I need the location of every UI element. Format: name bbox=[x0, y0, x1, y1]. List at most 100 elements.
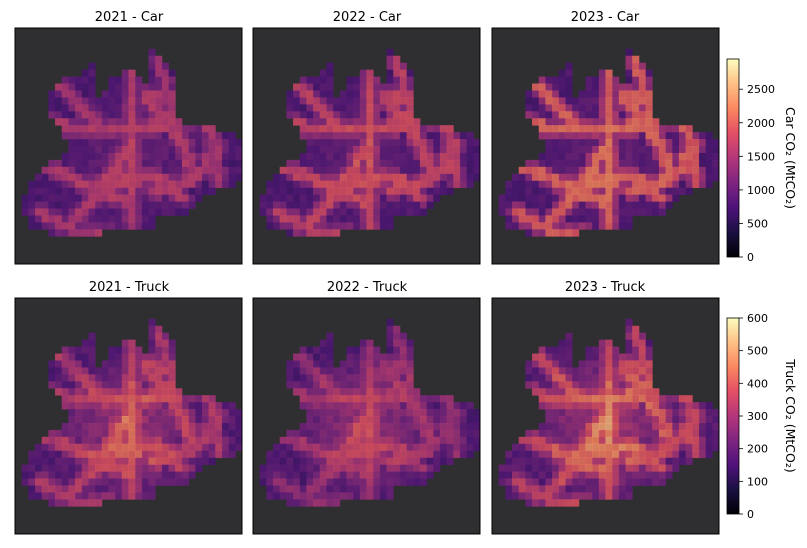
heatmap-cell bbox=[552, 395, 560, 403]
heatmap-cell bbox=[353, 464, 361, 472]
heatmap-cell bbox=[512, 492, 520, 500]
heatmap-cell bbox=[141, 457, 149, 465]
heatmap-cell bbox=[419, 416, 427, 424]
heatmap-cell bbox=[538, 180, 546, 189]
heatmap-cell bbox=[346, 492, 354, 500]
heatmap-cell bbox=[108, 152, 116, 161]
heatmap-cell bbox=[545, 457, 553, 465]
heatmap-cell bbox=[55, 111, 63, 119]
heatmap-cell bbox=[612, 173, 620, 182]
heatmap-cell bbox=[28, 187, 36, 195]
heatmap-cell bbox=[359, 97, 367, 105]
heatmap-cell bbox=[705, 166, 713, 175]
heatmap-cell bbox=[286, 464, 294, 472]
heatmap-cell bbox=[678, 187, 687, 195]
heatmap-cell bbox=[572, 416, 580, 424]
heatmap-cell bbox=[208, 416, 216, 424]
heatmap-cell bbox=[333, 395, 341, 403]
heatmap-cell bbox=[188, 132, 196, 140]
heatmap-cell bbox=[161, 353, 169, 361]
heatmap-cell bbox=[638, 353, 646, 361]
heatmap-cell bbox=[705, 409, 713, 417]
heatmap-cell bbox=[538, 492, 546, 500]
heatmap-cell bbox=[652, 208, 660, 216]
heatmap-cell bbox=[181, 395, 189, 403]
heatmap-cell bbox=[638, 450, 646, 459]
heatmap-cell bbox=[585, 152, 593, 161]
heatmap-cell bbox=[652, 471, 660, 479]
heatmap-cell bbox=[155, 125, 163, 133]
heatmap-cell bbox=[148, 152, 156, 161]
heatmap-cell bbox=[68, 457, 76, 465]
heatmap-cell bbox=[55, 222, 63, 230]
heatmap-cell bbox=[433, 159, 441, 168]
heatmap-cell bbox=[638, 152, 646, 161]
heatmap-cell bbox=[545, 499, 553, 507]
heatmap-cell bbox=[48, 485, 56, 493]
heatmap-cell bbox=[306, 83, 314, 91]
heatmap-cell bbox=[373, 166, 381, 175]
heatmap-cell bbox=[578, 194, 586, 202]
heatmap-cell bbox=[141, 374, 149, 382]
heatmap-cell bbox=[48, 374, 56, 382]
heatmap-cell bbox=[141, 409, 149, 417]
heatmap-cell bbox=[406, 173, 414, 182]
heatmap-cell bbox=[598, 485, 606, 493]
heatmap-cell bbox=[366, 208, 374, 216]
heatmap-cell bbox=[28, 450, 36, 459]
heatmap-cell bbox=[612, 360, 620, 368]
heatmap-cell bbox=[453, 173, 461, 182]
heatmap-cell bbox=[101, 478, 109, 486]
heatmap-cell bbox=[399, 464, 407, 472]
heatmap-cell bbox=[313, 111, 321, 119]
heatmap-cell bbox=[578, 450, 586, 459]
heatmap-cell bbox=[538, 353, 546, 361]
heatmap-cell bbox=[572, 118, 580, 126]
heatmap-cell bbox=[299, 201, 307, 209]
heatmap-cell bbox=[55, 104, 63, 112]
heatmap-cell bbox=[333, 118, 341, 126]
heatmap-cell bbox=[319, 125, 327, 133]
heatmap-cell bbox=[393, 166, 401, 175]
heatmap-cell bbox=[572, 125, 580, 133]
heatmap-cell bbox=[373, 201, 381, 209]
heatmap-cell bbox=[512, 443, 520, 452]
heatmap-cell bbox=[306, 422, 314, 431]
heatmap-cell bbox=[592, 90, 600, 98]
heatmap-cell bbox=[319, 159, 327, 168]
heatmap-cell bbox=[188, 436, 196, 445]
heatmap-cell bbox=[313, 499, 321, 507]
heatmap-cell bbox=[399, 180, 407, 189]
heatmap-cell bbox=[459, 436, 468, 445]
heatmap-cell bbox=[685, 395, 693, 403]
heatmap-cell bbox=[592, 457, 600, 465]
heatmap-cell bbox=[618, 125, 626, 133]
heatmap-cell bbox=[293, 381, 301, 389]
heatmap-cell bbox=[592, 166, 600, 175]
colorbar-gradient bbox=[726, 317, 740, 515]
heatmap-cell bbox=[135, 97, 143, 105]
heatmap-cell bbox=[453, 402, 461, 410]
heatmap-cell bbox=[319, 457, 327, 465]
heatmap-cell bbox=[293, 367, 301, 375]
heatmap-cell bbox=[552, 374, 560, 382]
heatmap-cell bbox=[598, 152, 606, 161]
heatmap-cell bbox=[141, 187, 149, 195]
heatmap-cell bbox=[632, 478, 640, 486]
heatmap-cell bbox=[208, 187, 216, 195]
heatmap-cell bbox=[168, 83, 176, 91]
heatmap-cell bbox=[453, 416, 461, 424]
heatmap-cell bbox=[286, 429, 294, 438]
heatmap-cell bbox=[532, 464, 540, 472]
heatmap-cell bbox=[326, 450, 334, 459]
heatmap-cell bbox=[101, 464, 109, 472]
heatmap-cell bbox=[168, 422, 176, 431]
heatmap-cell bbox=[632, 69, 640, 77]
heatmap-cell bbox=[75, 132, 83, 140]
heatmap-cell bbox=[175, 395, 183, 403]
heatmap-cell bbox=[326, 132, 334, 140]
heatmap-cell bbox=[379, 381, 387, 389]
heatmap-cell bbox=[188, 173, 196, 182]
heatmap-cell bbox=[605, 409, 613, 417]
heatmap-cell bbox=[181, 173, 189, 182]
